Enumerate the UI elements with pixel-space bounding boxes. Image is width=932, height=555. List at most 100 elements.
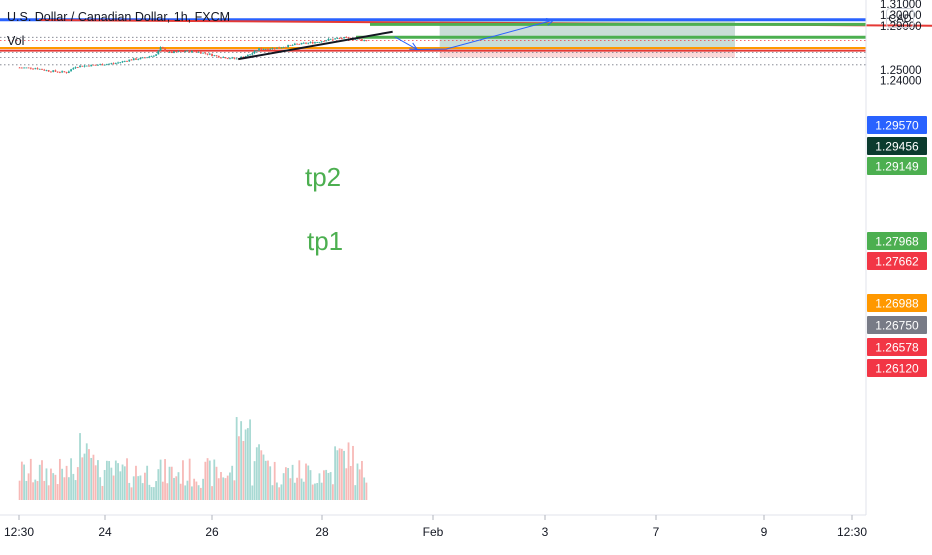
volume-bar: [121, 464, 124, 500]
symbol-title[interactable]: U.S. Dollar / Canadian Dollar, 1h, FXCM: [7, 10, 231, 24]
candle-body: [325, 40, 328, 42]
price-tag-box: [867, 157, 927, 175]
price-tag-box: [867, 316, 927, 334]
price-tag: 1.27968: [867, 232, 927, 250]
candle-body: [164, 48, 166, 52]
candle-body: [36, 68, 39, 70]
volume-bar: [287, 468, 290, 500]
candle-body: [269, 48, 272, 50]
volume-bar: [215, 466, 218, 500]
volume-bar: [184, 485, 187, 500]
candle-body: [173, 51, 175, 53]
volume-bar: [132, 476, 135, 500]
volume-bar: [32, 482, 34, 500]
volume-bar: [94, 465, 97, 500]
volume-bar: [85, 443, 88, 500]
time-axis-tick: 12:30: [4, 525, 34, 539]
volume-indicator-label[interactable]: Vol: [7, 34, 25, 48]
price-tag-box: [867, 359, 927, 377]
candle-body: [157, 50, 160, 55]
volume-bar: [144, 472, 146, 500]
volume-bar: [331, 484, 334, 500]
volume-bar: [334, 446, 337, 500]
volume-bar: [231, 465, 234, 500]
volume-bar: [61, 468, 64, 500]
volume-bar: [305, 463, 307, 500]
candle-body: [175, 51, 178, 53]
price-tag-box: [867, 232, 927, 250]
candle-body: [177, 51, 180, 52]
volume-bar: [83, 453, 86, 500]
volume-bar: [112, 475, 115, 500]
volume-bar: [336, 450, 339, 500]
candle-body: [327, 38, 330, 41]
price-tag-box: [867, 294, 927, 312]
volume-bar: [280, 484, 283, 500]
price-tag: 1.26750: [867, 316, 927, 334]
candle-body: [146, 57, 149, 59]
candle-body: [47, 70, 50, 72]
volume-bar: [164, 459, 166, 500]
volume-bar: [126, 458, 128, 500]
candle-body: [101, 64, 104, 66]
volume-bar: [199, 487, 202, 500]
candle-body: [72, 68, 75, 70]
volume-bar: [123, 466, 126, 500]
volume-bar: [296, 477, 298, 500]
candle-body: [144, 57, 146, 59]
volume-bar: [340, 448, 343, 500]
price-tag-label: 1.26578: [875, 341, 919, 355]
volume-bar: [18, 480, 21, 500]
candle-body: [267, 48, 269, 50]
volume-bar: [244, 429, 247, 500]
volume-bar: [222, 477, 225, 500]
candle-body: [352, 39, 354, 41]
volume-bar: [146, 465, 149, 500]
candle-body: [45, 70, 48, 71]
candle-body: [356, 38, 359, 40]
candle-body: [130, 59, 133, 61]
candle-body: [289, 44, 292, 46]
candle-body: [108, 63, 111, 65]
candle-body: [81, 65, 84, 67]
volume-bar: [224, 478, 227, 500]
candle-body: [148, 56, 151, 58]
candle-body: [276, 47, 278, 49]
candle-body: [358, 38, 361, 40]
candle-body: [155, 54, 158, 56]
volume-bar: [139, 475, 142, 500]
candle-body: [318, 42, 321, 43]
volume-bar: [361, 460, 363, 500]
candle-body: [88, 65, 90, 67]
volume-bar: [117, 463, 119, 500]
volume-bar: [29, 458, 32, 500]
volume-bar: [293, 482, 296, 500]
volume-bar: [141, 483, 144, 500]
candle-body: [92, 64, 95, 66]
candle-body: [211, 53, 213, 56]
volume-bar: [168, 466, 171, 500]
candle-body: [50, 71, 52, 73]
volume-bar: [92, 454, 95, 500]
volume-bar: [235, 417, 238, 500]
volume-bar: [90, 457, 93, 500]
candle-body: [79, 65, 81, 68]
volume-bar: [170, 466, 173, 500]
candle-body: [329, 38, 332, 40]
candle-body: [97, 64, 99, 66]
volume-bar: [137, 476, 140, 500]
volume-bar: [173, 477, 175, 500]
currency-button[interactable]: CAD: [886, 8, 914, 28]
volume-bar: [56, 484, 59, 500]
time-axis-tick: 28: [315, 525, 329, 539]
candle-body: [253, 50, 256, 54]
volume-bar: [255, 447, 258, 500]
candle-body: [345, 37, 348, 38]
candle-body: [105, 64, 108, 65]
candle-body: [222, 57, 225, 58]
candle-body: [27, 67, 30, 69]
candle-body: [300, 42, 303, 45]
price-tag: 1.26578: [867, 338, 927, 356]
